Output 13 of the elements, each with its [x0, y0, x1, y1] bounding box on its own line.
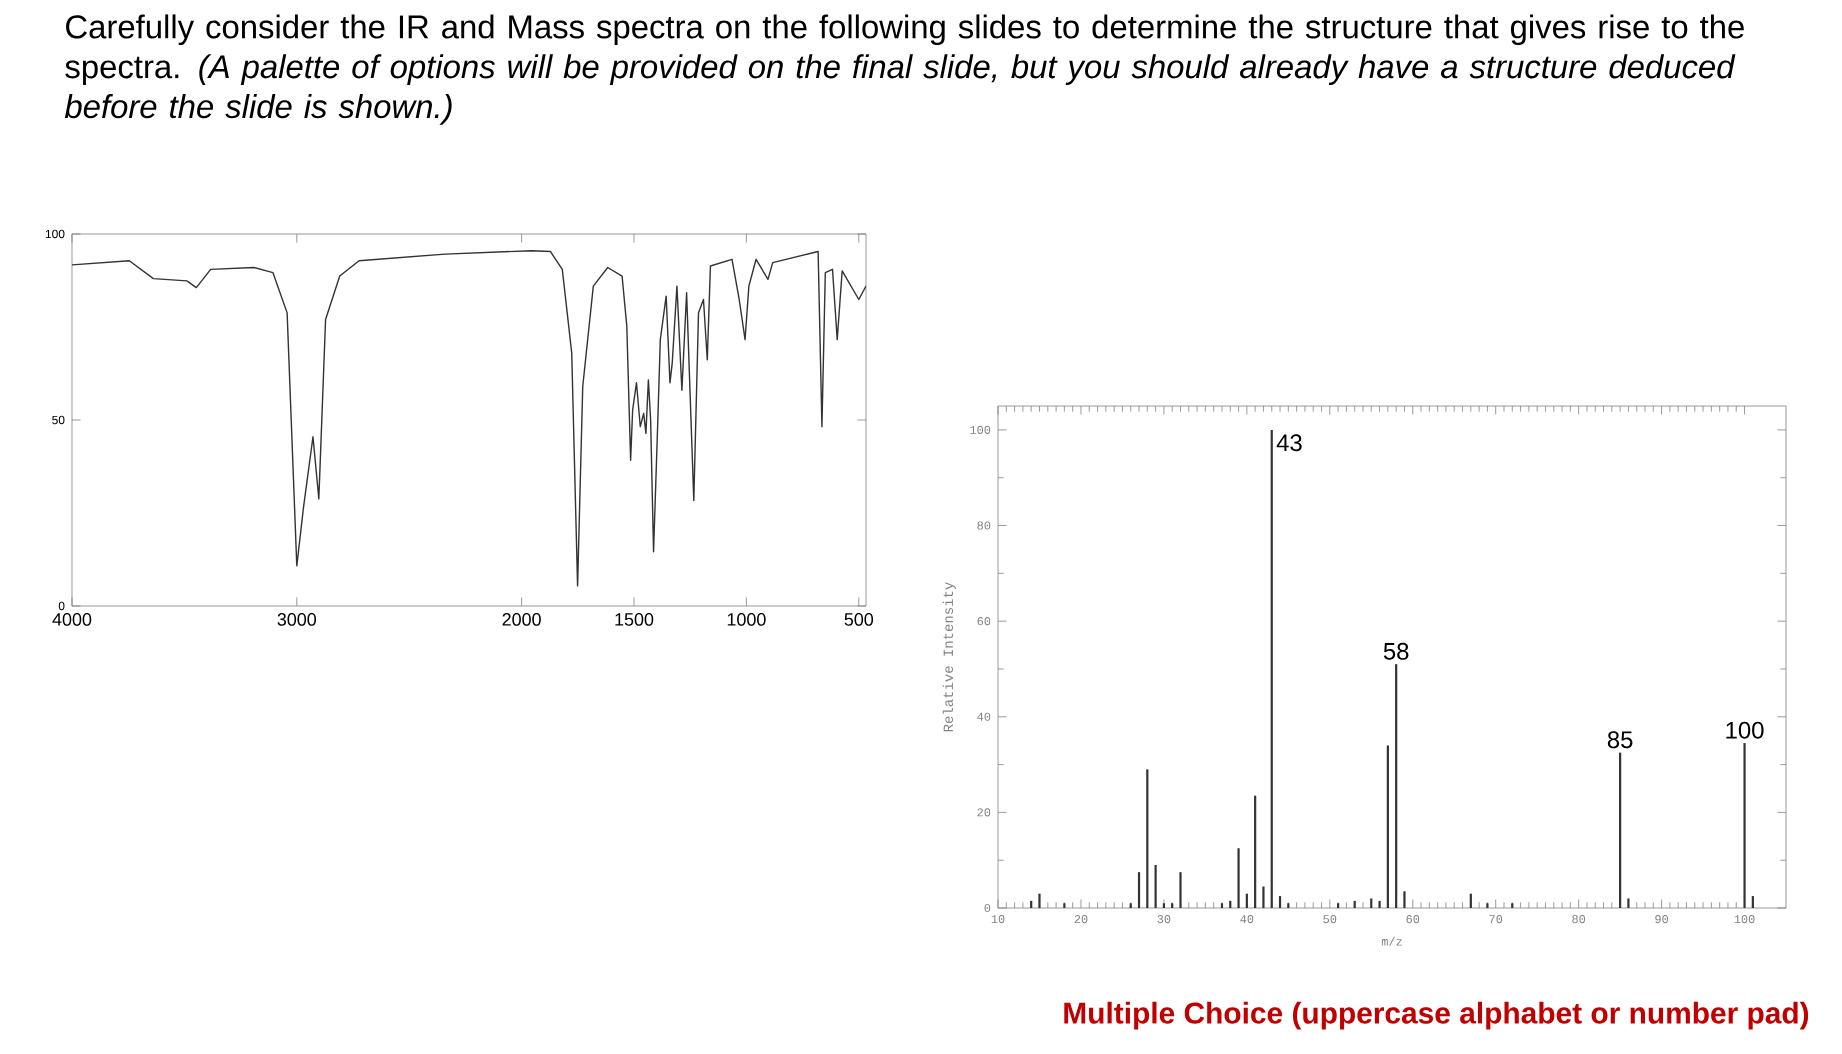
- line-series: [71, 250, 866, 587]
- x-tick-label: 1500: [615, 613, 654, 626]
- x-tick-label: 1000: [727, 613, 766, 626]
- text: Carefully consider the IR and Mass spectra on the following slides to determine the structure that gives rise to the spectra. (A palette of options will be provided on the final slide, but you should already have a structure deduced before the slide is shown.): [64, 14, 1744, 125]
- text: Multiple Choice (uppercase alphabet or number pad): [1064, 1001, 1809, 1030]
- annotation: 43: [1276, 434, 1302, 452]
- annotation: 100: [1726, 721, 1764, 739]
- x-tick-label: 2000: [502, 613, 541, 626]
- annotation: 58: [1383, 642, 1409, 660]
- x-tick-label: 4000: [52, 613, 92, 626]
- annotation: 85: [1607, 731, 1633, 749]
- x-tick-label: 500: [844, 613, 874, 626]
- x-tick-label: 3000: [277, 613, 317, 626]
